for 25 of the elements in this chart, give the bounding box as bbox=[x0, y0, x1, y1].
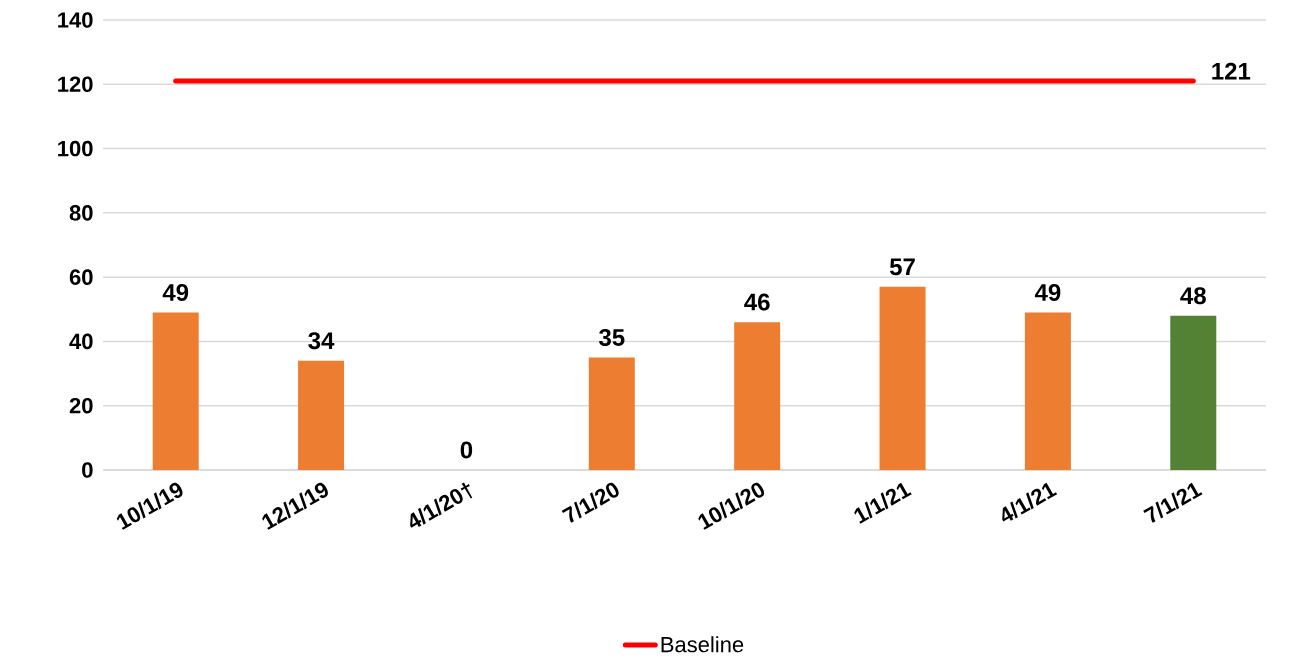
y-tick-label: 0 bbox=[82, 462, 93, 478]
bar bbox=[879, 286, 926, 471]
data-label: 48 bbox=[1180, 287, 1206, 305]
bar bbox=[734, 322, 781, 471]
y-tick-label: 60 bbox=[69, 269, 93, 286]
y-tick-label: 20 bbox=[69, 398, 93, 414]
y-tick-label: 140 bbox=[58, 12, 93, 28]
data-label: 57 bbox=[889, 258, 915, 276]
data-label: 49 bbox=[1034, 284, 1061, 302]
bar bbox=[152, 312, 199, 471]
legend-label: Baseline bbox=[661, 636, 744, 653]
y-tick-label: 100 bbox=[58, 140, 93, 157]
data-label: 46 bbox=[744, 293, 770, 311]
data-label: 0 bbox=[460, 441, 473, 459]
bar bbox=[588, 357, 635, 471]
y-tick-label: 40 bbox=[69, 333, 93, 350]
data-label: 35 bbox=[599, 329, 625, 347]
bar bbox=[298, 360, 345, 471]
y-tick-label: 80 bbox=[69, 205, 93, 221]
data-label: 34 bbox=[308, 332, 335, 350]
bar bbox=[1170, 315, 1217, 471]
data-label: 121 bbox=[1212, 62, 1251, 80]
y-tick-label: 120 bbox=[58, 76, 93, 93]
bar bbox=[1024, 312, 1071, 471]
data-label: 49 bbox=[162, 284, 189, 302]
